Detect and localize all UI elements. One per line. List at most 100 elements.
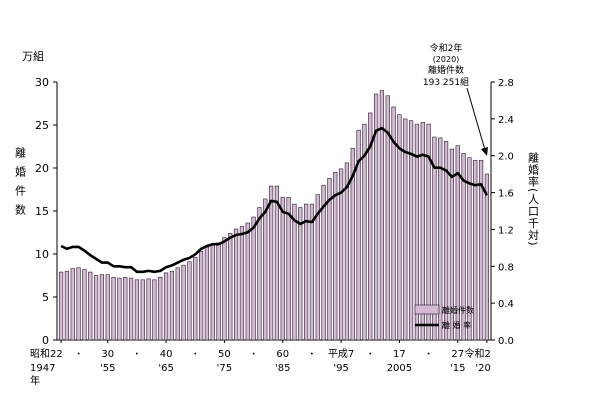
bar-2004 [391, 106, 396, 341]
annotation-line-1: 令和2年 [430, 42, 463, 54]
bar-1971 [198, 251, 204, 341]
bar-1991 [315, 194, 320, 341]
x-tick-label-bottom: '65 [158, 363, 173, 374]
bar-1990 [309, 203, 315, 341]
left-axis-title: 離婚件数 [14, 146, 27, 223]
bar-1974 [216, 242, 221, 341]
x-tick-label-top: 30 [101, 349, 114, 360]
bar-1959 [128, 277, 134, 341]
bar-1979 [245, 222, 250, 341]
bar-1950 [76, 267, 81, 341]
rate-line [60, 126, 489, 274]
bar-2000 [368, 112, 373, 341]
x-tick-label-bottom: 1947 [30, 363, 55, 374]
annotation-line-2: (2020) [433, 55, 460, 64]
bar-1966 [169, 270, 175, 341]
annotation-line-3: 離婚件数 [428, 64, 464, 76]
x-label-group: 昭和22 1947 30 '55 40 '65 50 '75 60 '85 平成7 '95 17 2005… [30, 340, 491, 374]
right-tick-label: 0.4 [498, 299, 514, 310]
x-tick-label-bottom: '15 [450, 363, 465, 374]
right-tick-label: 2.8 [498, 78, 514, 89]
right-tick-label: 2.4 [498, 115, 514, 126]
x-tick-label-bottom: 2005 [387, 363, 412, 374]
bar-1998 [356, 129, 361, 341]
bar-1994 [333, 172, 338, 341]
left-tick-label: 25 [35, 119, 49, 132]
right-tick-label: 2.0 [498, 152, 514, 163]
x-dot-separator: ・ [307, 350, 316, 360]
annotation: 令和2年 (2020) 離婚件数 193 251組 [423, 42, 488, 156]
legend-bar-label: 離婚件数 [442, 305, 474, 315]
bar-1984 [274, 185, 280, 341]
bar-1953 [93, 275, 99, 341]
x-dot-separator: ・ [74, 350, 83, 360]
x-tick-label-bottom: '75 [217, 363, 232, 374]
bar-1978 [239, 226, 245, 341]
bar-1992 [321, 184, 326, 341]
bar-1965 [163, 272, 169, 341]
bar-2016 [461, 153, 466, 341]
left-tick-label: 10 [35, 248, 49, 261]
bar-1956 [111, 276, 116, 341]
bar-2006 [403, 118, 408, 341]
bar-2003 [385, 95, 390, 341]
bar-1976 [228, 233, 233, 341]
bar-1981 [257, 207, 262, 341]
left-tick-label: 5 [42, 291, 49, 304]
right-tick-label: 1.6 [498, 189, 514, 200]
bar-1947 [58, 271, 64, 341]
left-tick-label: 15 [35, 205, 49, 218]
left-tick-label: 0 [42, 334, 49, 347]
bar-1983 [268, 185, 274, 341]
bar-2008 [414, 123, 420, 341]
bar-1948 [64, 270, 70, 341]
bar-1949 [70, 268, 75, 341]
bar-1988 [298, 207, 303, 341]
legend-bar-swatch [414, 304, 440, 315]
bar-1951 [82, 269, 87, 341]
bar-1997 [350, 147, 355, 341]
x-tick-label-top: 昭和22 [30, 348, 63, 360]
bar-1961 [140, 279, 145, 341]
right-axis-title: 離婚率(人口千対) [527, 151, 540, 247]
bar-2009 [420, 122, 425, 341]
bar-2017 [467, 157, 472, 341]
bar-2014 [449, 148, 455, 341]
legend-line-label: 離 婚 率 [442, 320, 471, 330]
bar-1969 [187, 261, 192, 341]
x-dot-separator: ・ [366, 350, 375, 360]
bar-1999 [362, 123, 367, 341]
bar-2007 [408, 120, 414, 341]
bar-2010 [426, 123, 431, 341]
left-tick-label: 30 [35, 76, 49, 89]
bar-1975 [222, 237, 227, 341]
bar-1987 [292, 203, 297, 341]
x-tick-label-top: 27 [451, 349, 464, 360]
bar-1958 [123, 276, 128, 341]
bar-1964 [158, 276, 163, 341]
bar-1972 [204, 246, 210, 341]
bar-1977 [233, 228, 239, 341]
bar-1993 [327, 178, 332, 341]
bar-2019 [478, 159, 484, 341]
x-tick-label-top: 令和2 [465, 347, 491, 360]
annotation-arrow-line [466, 87, 486, 151]
annotation-arrow-head [481, 147, 488, 156]
left-unit-label: 万組 [22, 50, 44, 63]
right-tick-group: 0.0 0.4 0.8 1.2 1.6 2.0 2.4 2.8 [491, 78, 514, 347]
x-dot-separator: ・ [249, 350, 258, 360]
bar-1955 [105, 274, 110, 341]
x-tick-label-bottom: '85 [275, 363, 290, 374]
x-tick-label-top: 17 [393, 349, 406, 360]
left-tick-label: 20 [35, 162, 49, 175]
bar-2012 [438, 137, 443, 341]
bar-1967 [175, 267, 180, 341]
x-tick-label-top: 40 [160, 349, 173, 360]
bar-1954 [99, 274, 105, 341]
x-tick-label-bottom: '55 [100, 363, 115, 374]
x-dot-separator: ・ [132, 350, 141, 360]
bar-2020 [484, 173, 490, 341]
bar-1989 [303, 203, 309, 341]
bar-2011 [432, 136, 437, 341]
bar-1957 [117, 277, 122, 341]
